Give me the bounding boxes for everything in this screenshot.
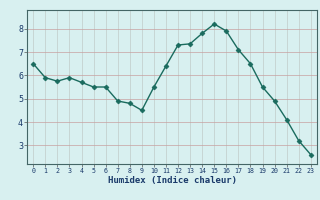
X-axis label: Humidex (Indice chaleur): Humidex (Indice chaleur) bbox=[108, 176, 236, 185]
